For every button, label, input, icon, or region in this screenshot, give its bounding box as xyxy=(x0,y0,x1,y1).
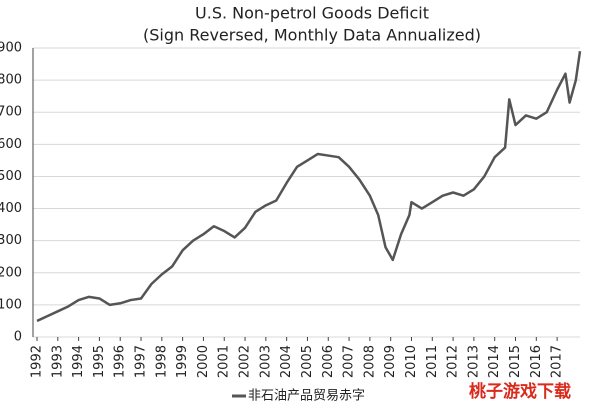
x-tick-label: 1992 xyxy=(30,345,45,378)
x-tick-label: 2003 xyxy=(258,345,273,378)
x-tick-label: 2011 xyxy=(425,345,440,378)
y-tick-label: 400 xyxy=(0,201,22,216)
x-tick-label: 1999 xyxy=(175,345,190,378)
x-tick-label: 1997 xyxy=(134,345,149,378)
x-tick-label: 2001 xyxy=(217,345,232,378)
x-tick-label: 2010 xyxy=(404,345,419,378)
x-tick-label: 2017 xyxy=(550,345,565,378)
y-tick-label: 800 xyxy=(0,73,22,88)
y-tick-label: 500 xyxy=(0,169,22,184)
x-tick-label: 1998 xyxy=(154,345,169,378)
y-tick-label: 200 xyxy=(0,265,22,280)
x-tick-label: 2014 xyxy=(487,345,502,378)
x-tick-label: 1996 xyxy=(113,345,128,378)
x-tick-label: 2016 xyxy=(529,345,544,378)
y-tick-label: 100 xyxy=(0,297,22,312)
legend-label: 非石油产品贸易赤字 xyxy=(248,389,365,404)
x-tick-label: 2006 xyxy=(321,345,336,378)
watermark: 桃子游戏下载 xyxy=(469,381,571,402)
y-tick-label: 600 xyxy=(0,137,22,152)
x-tick-label: 2008 xyxy=(362,345,377,378)
chart-title: U.S. Non-petrol Goods Deficit xyxy=(195,4,429,23)
x-tick-label: 2009 xyxy=(383,345,398,378)
y-tick-label: 0 xyxy=(14,330,22,345)
chart-subtitle: (Sign Reversed, Monthly Data Annualized) xyxy=(143,26,481,45)
data-line xyxy=(36,51,582,323)
x-tick-label: 2013 xyxy=(466,345,481,378)
x-tick-label: 2015 xyxy=(508,345,523,378)
x-tick-label: 2005 xyxy=(300,345,315,378)
y-tick-label: 900 xyxy=(0,41,22,56)
x-tick-label: 2007 xyxy=(342,345,357,378)
x-tick-label: 2012 xyxy=(446,345,461,378)
x-tick-label: 2004 xyxy=(279,345,294,378)
x-tick-label: 1995 xyxy=(92,345,107,378)
x-tick-label: 2002 xyxy=(238,345,253,378)
y-tick-label: 300 xyxy=(0,233,22,248)
x-tick-label: 2000 xyxy=(196,345,211,378)
x-tick-label: 1993 xyxy=(50,345,65,378)
y-tick-label: 700 xyxy=(0,105,22,120)
x-tick-label: 1994 xyxy=(71,345,86,378)
